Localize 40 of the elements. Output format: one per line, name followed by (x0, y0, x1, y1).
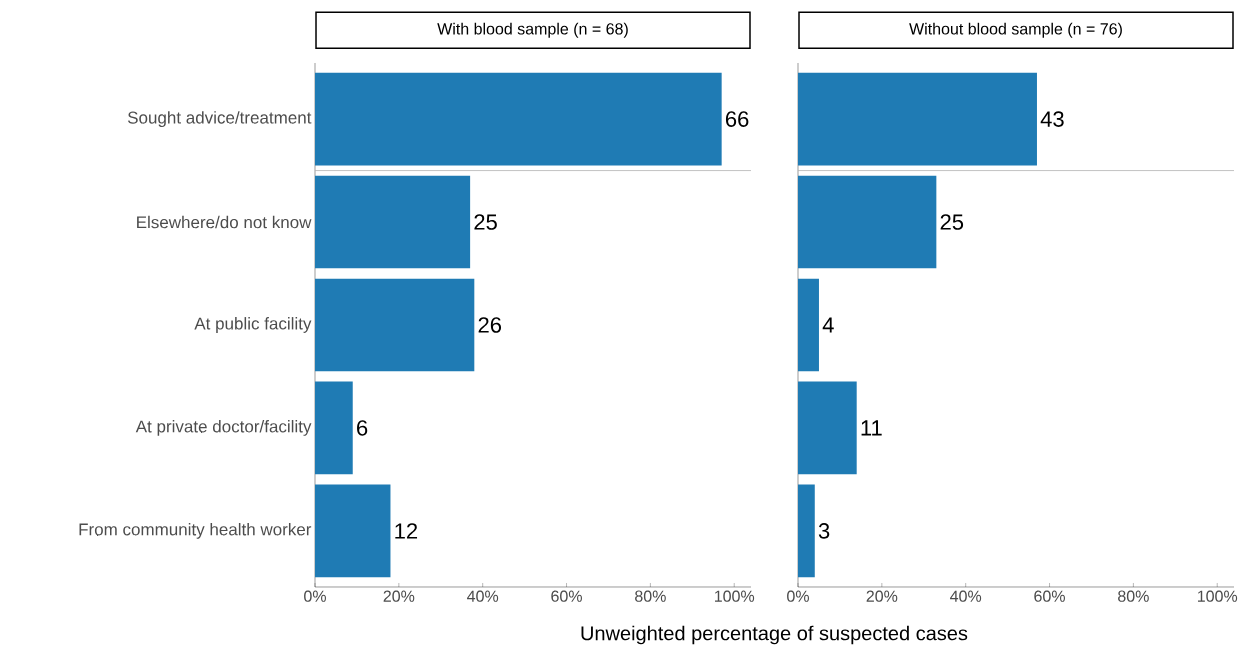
bar (798, 484, 815, 578)
annotation: 6 (357, 420, 368, 436)
y-tick-label: From community health worker (79, 522, 312, 539)
annotation: 11 (861, 420, 882, 436)
x-tick-label: 60% (1034, 590, 1065, 602)
x-tick-label: 40% (950, 590, 982, 602)
bar (315, 381, 353, 475)
y-tick-label: Elsewhere/do not know (137, 215, 312, 229)
bar (798, 72, 1037, 166)
x-tick-label: 0% (304, 590, 326, 602)
annotation: 26 (478, 317, 502, 333)
annotation: 25 (474, 214, 497, 230)
bar (315, 278, 475, 372)
annotation: 25 (940, 214, 964, 230)
annotation: 4 (822, 317, 834, 333)
x-tick-label: 20% (866, 590, 898, 602)
y-tick-label: Sought advice/treatment (127, 111, 312, 128)
bar (315, 175, 471, 269)
x-tick-label: 100% (1197, 590, 1238, 602)
y-tick-label: At public facility (194, 317, 312, 333)
y-tick-label: At private doctor/facility (135, 420, 312, 436)
x-tick-label: 80% (1118, 590, 1149, 602)
x-tick-label: 20% (383, 590, 415, 602)
bar (315, 484, 391, 578)
bar (315, 72, 722, 166)
x-tick-label: 100% (715, 590, 755, 602)
x-tick-label: 60% (551, 590, 582, 602)
x-tick-label: 80% (635, 590, 666, 602)
bar (798, 175, 937, 269)
bar (798, 381, 857, 475)
annotation: 43 (1040, 111, 1064, 127)
chart-title: With blood sample (n = 68) (437, 22, 628, 38)
annotation: 66 (725, 111, 749, 127)
x-tick-label: 0% (787, 590, 809, 602)
annotation: 12 (395, 523, 418, 539)
bar (798, 278, 819, 372)
chart-title: Without blood sample (n = 76) (909, 22, 1122, 38)
x-axis-title: Unweighted percentage of suspected cases (581, 625, 968, 645)
annotation: 3 (818, 523, 830, 539)
x-tick-label: 40% (467, 590, 499, 602)
